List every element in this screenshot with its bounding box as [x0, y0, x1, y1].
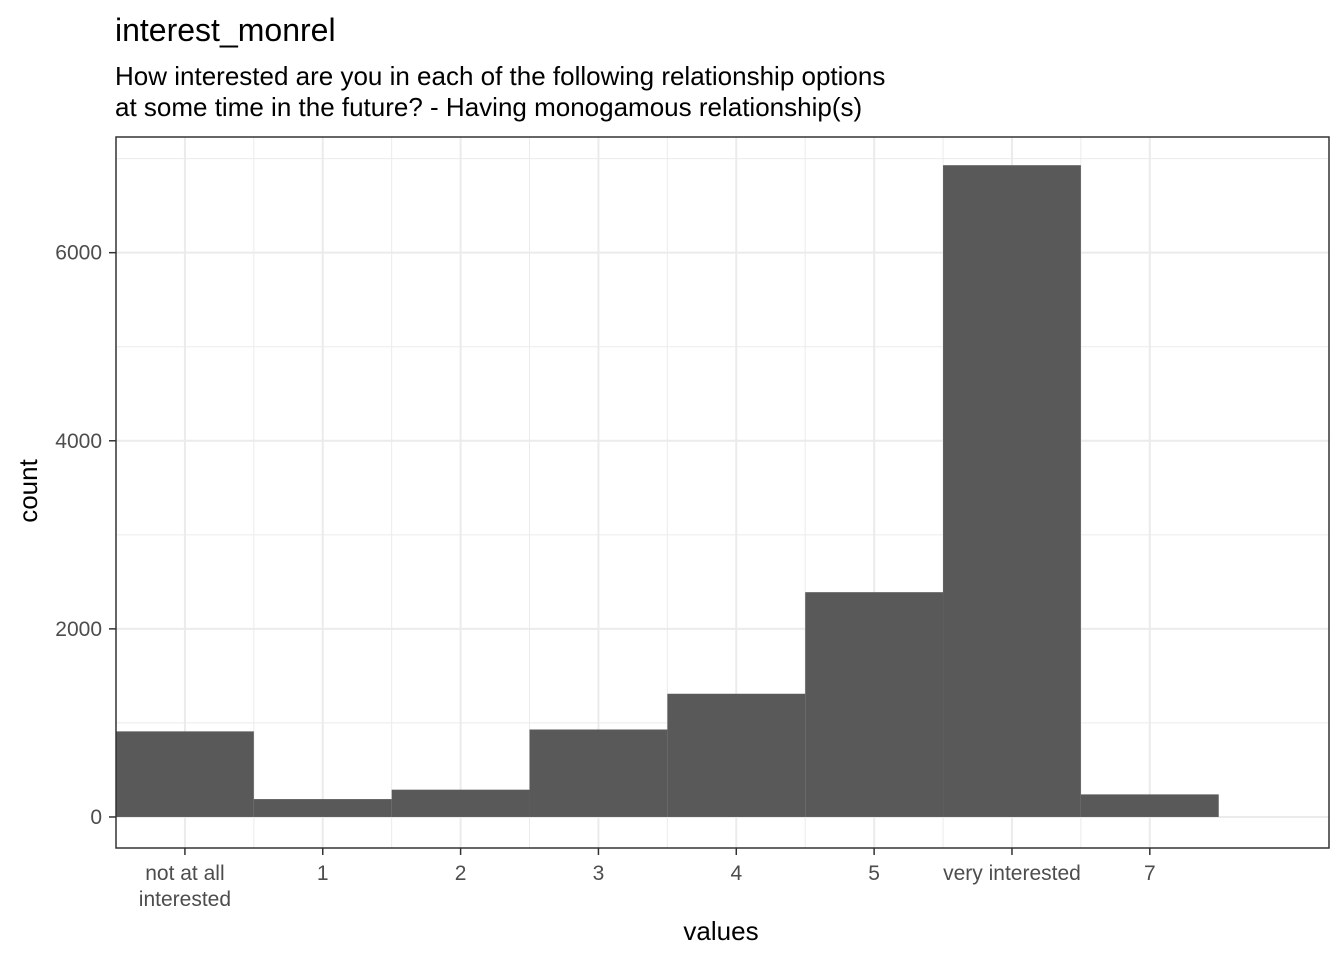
x-tick-label: 7 — [1144, 862, 1156, 885]
chart-title: interest_monrel — [115, 12, 336, 48]
x-tick-label: 5 — [868, 862, 880, 885]
x-axis-title: values — [683, 916, 758, 946]
bar — [116, 731, 254, 817]
y-axis-title: count — [13, 458, 43, 522]
plot-panel — [115, 136, 1330, 849]
bar — [253, 799, 392, 817]
y-tick-label: 0 — [90, 806, 102, 829]
x-tick-label: very interested — [943, 862, 1081, 885]
x-tick-label: 2 — [455, 862, 467, 885]
bar — [529, 729, 668, 817]
x-tick-label: 3 — [593, 862, 605, 885]
x-tick-label: 4 — [730, 862, 742, 885]
x-tick-label: not at all interested — [139, 862, 231, 911]
bar — [1080, 794, 1219, 817]
chart-subtitle-line-2: at some time in the future? - Having mon… — [115, 92, 862, 122]
bars — [116, 165, 1219, 817]
y-tick-label: 2000 — [55, 618, 102, 641]
bar — [943, 165, 1081, 817]
y-tick-label: 6000 — [55, 242, 102, 265]
bar — [667, 693, 806, 817]
panel-border — [115, 136, 1330, 849]
bar — [805, 592, 944, 817]
bar — [391, 789, 530, 817]
chart-subtitle-line-1: How interested are you in each of the fo… — [115, 61, 885, 91]
x-tick-label: 1 — [317, 862, 329, 885]
y-axis: 0 2000 4000 6000 — [55, 242, 116, 829]
x-axis: not at all interested 1 2 3 4 5 very interested… — [139, 848, 1156, 911]
y-tick-label: 4000 — [55, 430, 102, 453]
